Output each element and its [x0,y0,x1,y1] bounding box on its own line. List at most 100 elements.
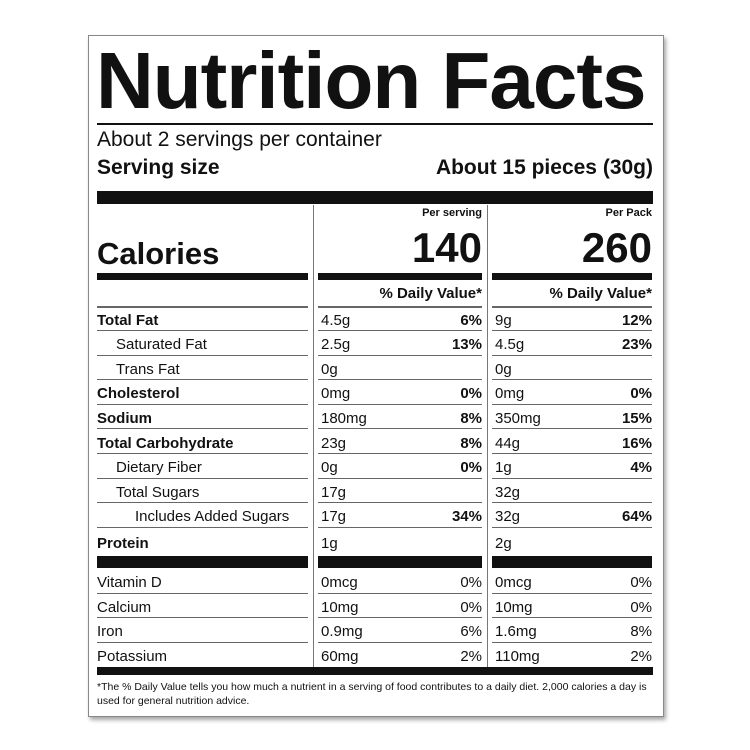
daily-value-per-pack: 8% [630,623,652,640]
per-pack-cell: 44g 16% [492,431,652,454]
amount-per-serving: 23g [321,434,347,452]
amount-per-serving: 4.5g [321,311,351,329]
nutrition-label [88,35,664,717]
nutrient-name-cell: Total Sugars [97,480,308,504]
per-pack-cell: 1.6mg 8% [492,619,652,643]
per-serving-cell: 23g 8% [318,431,482,454]
per-serving-cell: 0g [318,357,482,381]
amount-per-serving: 17g [321,508,347,526]
column-divider [487,205,488,668]
per-pack-cell: 32g 64% [492,504,652,528]
thick-divider [97,556,308,568]
daily-value-per-pack: 0% [630,598,652,616]
daily-value-per-pack: 2% [630,647,652,665]
table-row: Vitamin D 0mcg 0% 0mcg 0% [97,570,653,595]
divider [97,306,308,308]
daily-value-per-pack: 64% [621,508,652,526]
divider [492,306,652,308]
amount-per-pack: 32g [495,483,521,501]
amount-per-pack: 1g [495,459,512,477]
nutrient-name: Total Sugars [116,483,200,501]
table-row: Dietary Fiber 0g 0% 1g 4% [97,455,653,480]
amount-per-pack: 32g [495,508,521,526]
daily-value-per-serving: 8% [460,434,482,452]
thick-divider [318,273,482,280]
amount-per-pack: 2g [495,535,512,553]
table-row: Sodium 180mg 8% 350mg 15% [97,406,653,431]
nutrient-name: Trans Fat [116,360,180,378]
daily-value-per-pack: 0% [630,574,652,591]
amount-per-pack: 44g [495,434,521,452]
amount-per-pack: 4.5g [495,336,525,354]
thick-divider [97,191,653,204]
nutrient-name-cell: Saturated Fat [97,332,308,356]
per-pack-cell: 10mg 0% [492,595,652,618]
table-row: Trans Fat 0g 0g [97,357,653,382]
calories-per-serving: 140 [411,224,482,271]
table-row: Potassium 60mg 2% 110mg 2% [97,644,653,669]
table-row: Includes Added Sugars 17g 34% 32g 64% [97,504,653,529]
amount-per-serving: 17g [321,483,347,501]
amount-per-serving: 0g [321,360,338,378]
nutrient-name-cell: Protein [97,531,308,555]
thick-divider [492,556,652,568]
per-pack-cell: 2g [492,531,652,555]
thick-divider [492,273,652,280]
amount-per-pack: 110mg [495,647,540,665]
daily-value-header-serving: % Daily Value* [379,285,482,302]
nutrient-name-cell: Total Carbohydrate [97,431,308,454]
nutrient-name: Protein [97,535,149,553]
daily-value-per-serving: 6% [460,623,482,640]
nutrient-name-cell: Iron [97,619,308,643]
per-serving-cell: 17g 34% [318,504,482,528]
per-serving-cell: 10mg 0% [318,595,482,618]
per-serving-cell: 180mg 8% [318,406,482,430]
calories-label: Calories [97,236,220,271]
nutrient-name: Iron [97,623,123,640]
nutrient-name-cell: Trans Fat [97,357,308,381]
daily-value-per-serving: 8% [460,409,482,427]
daily-value-per-pack: 23% [621,336,652,354]
amount-per-serving: 10mg [321,598,359,616]
per-pack-cell: 1g 4% [492,455,652,479]
per-serving-cell: 0mg 0% [318,381,482,405]
amount-per-pack: 0mcg [495,574,532,591]
amount-per-pack: 0mg [495,385,525,403]
daily-value-per-pack: 12% [621,311,652,329]
per-pack-cell: 0mcg 0% [492,570,652,594]
amount-per-serving: 0g [321,459,338,477]
table-row: Iron 0.9mg 6% 1.6mg 8% [97,619,653,644]
table-row: Total Fat 4.5g 6% 9g 12% [97,308,653,333]
thick-divider [97,667,653,675]
amount-per-serving: 0mg [321,385,351,403]
nutrient-name: Total Carbohydrate [97,434,234,452]
nutrient-name: Dietary Fiber [116,459,202,477]
servings-per-container: About 2 servings per container [97,128,382,151]
amount-per-serving: 0.9mg [321,623,363,640]
amount-per-pack: 0g [495,360,512,378]
daily-value-per-serving: 0% [460,598,482,616]
nutrient-name-cell: Total Fat [97,308,308,331]
daily-value-per-serving: 34% [451,508,482,526]
per-serving-cell: 1g [318,531,482,555]
amount-per-pack: 10mg [495,598,533,616]
divider [97,123,653,125]
footnote: *The % Daily Value tells you how much a … [97,681,647,707]
amount-per-pack: 350mg [495,409,541,427]
amount-per-serving: 0mcg [321,574,358,591]
calories-per-pack: 260 [581,224,652,271]
per-pack-cell: 0g [492,357,652,381]
label-title: Nutrition Facts [96,36,646,125]
daily-value-per-pack: 0% [630,385,652,403]
table-row: Protein 1g 2g [97,531,653,556]
table-row: Total Carbohydrate 23g 8% 44g 16% [97,431,653,456]
nutrient-name: Saturated Fat [116,336,207,354]
nutrient-name: Total Fat [97,311,159,329]
nutrient-name: Potassium [97,647,168,665]
thick-divider [318,556,482,568]
daily-value-per-serving: 0% [460,574,482,591]
per-serving-label: Per serving [422,207,482,219]
nutrient-name-cell: Cholesterol [97,381,308,405]
per-serving-cell: 0.9mg 6% [318,619,482,643]
per-pack-cell: 32g [492,480,652,504]
